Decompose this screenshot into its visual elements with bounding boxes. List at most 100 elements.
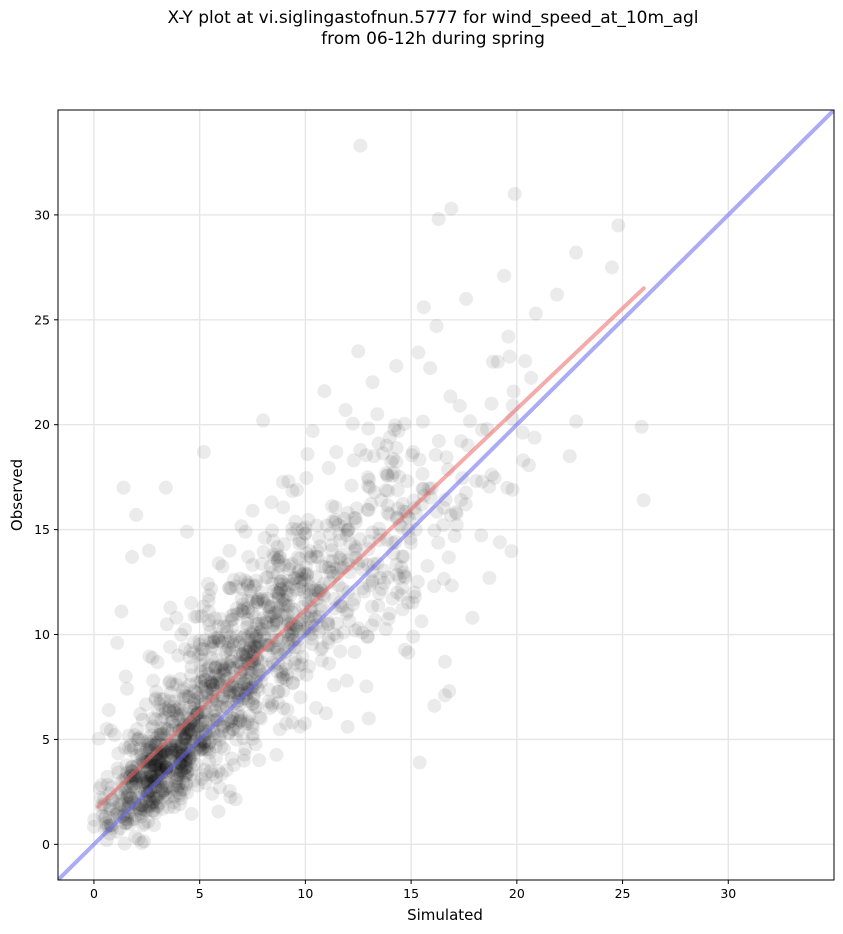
- data-point: [293, 719, 308, 734]
- data-point: [145, 767, 160, 782]
- data-point: [361, 421, 376, 436]
- data-point: [245, 606, 260, 621]
- data-point: [241, 549, 256, 564]
- data-point: [199, 663, 214, 678]
- y-tick-label: 5: [42, 732, 50, 747]
- data-point: [138, 803, 153, 818]
- data-point: [159, 747, 174, 762]
- data-point: [410, 574, 425, 589]
- data-point: [269, 633, 284, 648]
- data-point: [197, 762, 212, 777]
- data-point: [236, 601, 251, 616]
- data-point: [355, 581, 370, 596]
- data-point: [196, 444, 211, 459]
- data-point: [237, 677, 252, 692]
- data-point: [151, 728, 166, 743]
- data-point: [294, 567, 309, 582]
- data-point: [120, 681, 135, 696]
- data-point: [225, 612, 240, 627]
- data-point: [203, 679, 218, 694]
- data-point: [248, 737, 263, 752]
- data-point: [302, 582, 317, 597]
- data-point: [162, 675, 177, 690]
- data-point: [379, 466, 394, 481]
- data-point: [300, 573, 315, 588]
- data-point: [203, 624, 218, 639]
- data-point: [394, 520, 409, 535]
- data-point: [281, 573, 296, 588]
- data-point: [241, 694, 256, 709]
- data-point: [224, 713, 239, 728]
- data-point: [135, 712, 150, 727]
- data-point: [194, 688, 209, 703]
- data-point: [205, 786, 220, 801]
- data-point: [121, 740, 136, 755]
- data-point: [285, 521, 300, 536]
- data-point: [238, 644, 253, 659]
- data-point: [280, 608, 295, 623]
- data-point: [304, 631, 319, 646]
- data-point: [150, 655, 165, 670]
- data-point: [145, 650, 160, 665]
- data-point: [222, 658, 237, 673]
- data-point: [273, 549, 288, 564]
- data-point: [322, 554, 337, 569]
- data-point: [112, 797, 127, 812]
- data-point: [152, 795, 167, 810]
- data-point: [249, 700, 264, 715]
- data-point: [194, 647, 209, 662]
- data-point: [173, 788, 188, 803]
- data-point: [454, 492, 469, 507]
- data-point: [217, 663, 232, 678]
- y-axis-label: Observed: [8, 459, 26, 531]
- data-point: [400, 509, 415, 524]
- regression-line: [96, 286, 646, 809]
- data-point: [146, 673, 161, 688]
- data-point: [275, 475, 290, 490]
- data-point: [347, 645, 362, 660]
- data-point: [178, 688, 193, 703]
- data-point: [166, 795, 181, 810]
- data-point: [365, 575, 380, 590]
- data-point: [171, 767, 186, 782]
- data-point: [179, 725, 194, 740]
- data-point: [186, 712, 201, 727]
- data-point: [231, 690, 246, 705]
- data-point: [257, 530, 272, 545]
- data-point: [161, 779, 176, 794]
- data-point: [338, 519, 353, 534]
- data-point: [240, 612, 255, 627]
- data-point: [378, 622, 393, 637]
- data-point: [160, 723, 175, 738]
- data-point: [287, 602, 302, 617]
- data-point: [389, 358, 404, 373]
- data-point: [180, 710, 195, 725]
- data-point: [276, 670, 291, 685]
- data-point: [390, 511, 405, 526]
- data-point: [276, 597, 291, 612]
- data-point: [301, 596, 316, 611]
- data-point: [333, 533, 348, 548]
- data-point: [125, 549, 140, 564]
- data-point: [91, 731, 106, 746]
- data-point: [187, 722, 202, 737]
- data-point: [292, 563, 307, 578]
- data-point: [395, 602, 410, 617]
- data-point: [460, 438, 475, 453]
- data-point: [342, 614, 357, 629]
- data-point: [278, 657, 293, 672]
- data-point: [277, 611, 292, 626]
- data-point: [264, 630, 279, 645]
- chart-title-line-2: from 06-12h during spring: [321, 29, 545, 49]
- data-point: [239, 620, 254, 635]
- data-point: [389, 441, 404, 456]
- data-point: [304, 609, 319, 624]
- data-point: [248, 610, 263, 625]
- data-point: [604, 260, 619, 275]
- data-point: [178, 732, 193, 747]
- data-point: [329, 561, 344, 576]
- data-point: [183, 700, 198, 715]
- data-point: [431, 212, 446, 227]
- data-point: [177, 760, 192, 775]
- data-point: [256, 544, 271, 559]
